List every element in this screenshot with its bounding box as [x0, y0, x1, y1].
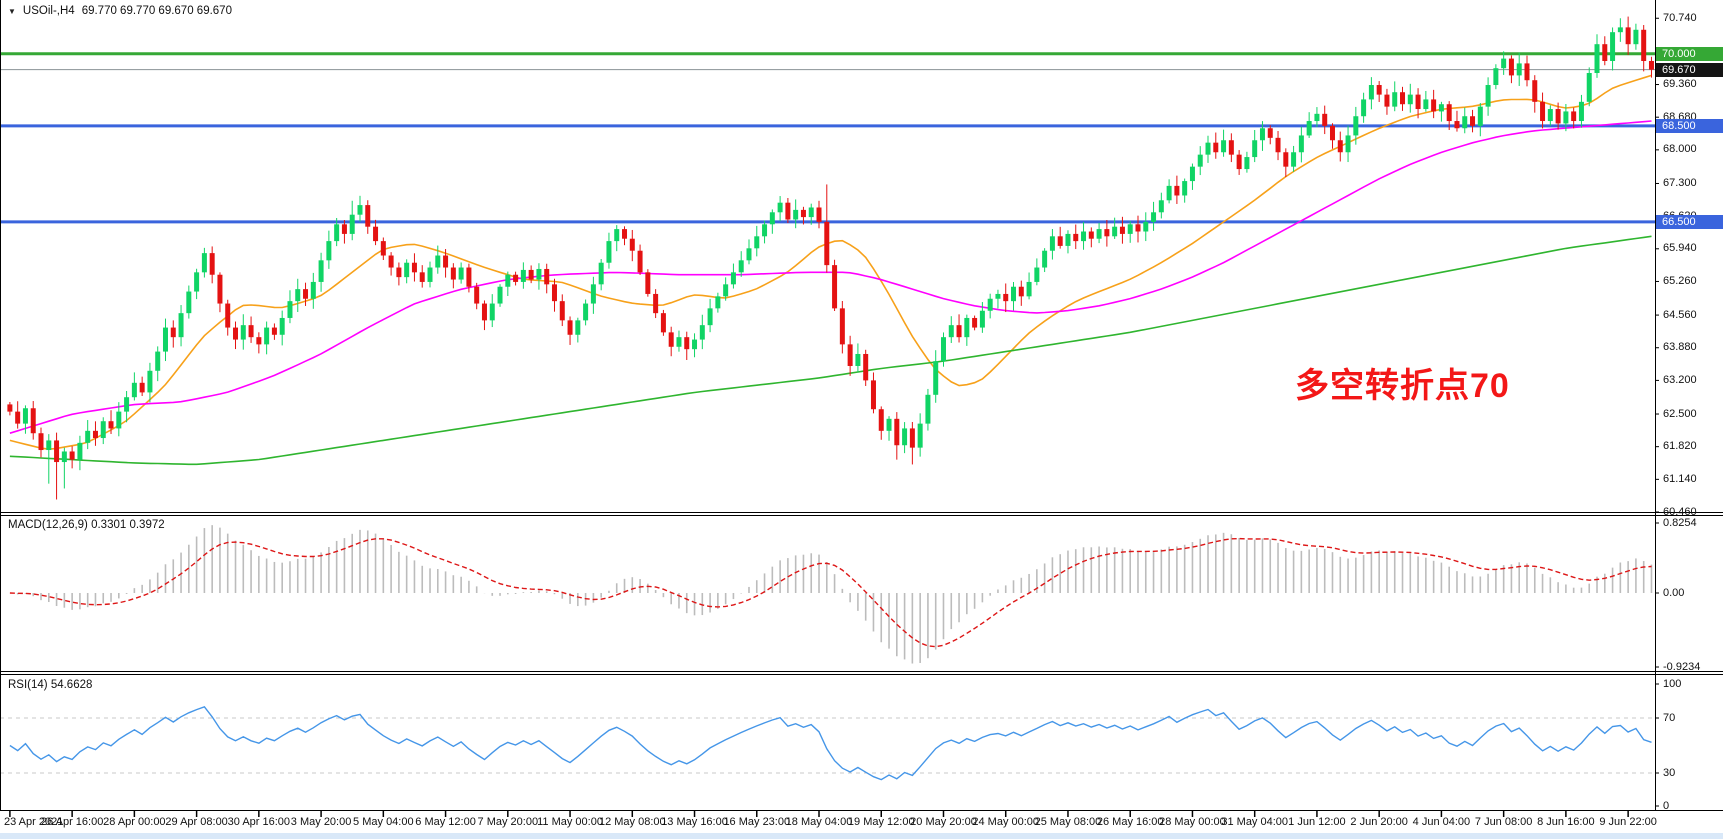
macd-axis-label: -0.9234 [1663, 660, 1701, 673]
time-axis-label: 18 May 04:00 [785, 816, 853, 828]
time-axis-label: 28 Apr 00:00 [103, 816, 166, 828]
rsi-axis-label: 100 [1663, 677, 1682, 690]
time-axis-label: 28 May 00:00 [1159, 816, 1226, 828]
price-axis-label: 65.940 [1663, 242, 1697, 255]
price-axis-label: 63.880 [1663, 341, 1697, 354]
macd-axis-label: 0.8254 [1663, 516, 1697, 529]
time-axis-label: 26 Apr 16:00 [40, 816, 104, 828]
horizontal-scrollbar[interactable] [0, 833, 1723, 839]
time-axis-label: 8 Jun 16:00 [1537, 816, 1595, 828]
time-axis-label: 24 May 00:00 [972, 816, 1040, 828]
time-axis-label: 25 May 08:00 [1034, 816, 1102, 828]
price-axis-label: 64.560 [1663, 308, 1697, 321]
price-axis-label: 65.260 [1663, 274, 1697, 287]
rsi-indicator-label: RSI(14) 54.6628 [8, 679, 93, 691]
price-axis-label: 67.300 [1663, 176, 1697, 189]
ohlc-values: 69.770 69.770 69.670 69.670 [81, 5, 232, 17]
time-axis-label: 20 May 20:00 [910, 816, 977, 828]
price-axis-label: 68.000 [1663, 143, 1697, 156]
price-axis-label: 62.500 [1663, 407, 1697, 420]
time-axis-label: 30 Apr 16:00 [227, 816, 291, 828]
time-axis-label: 31 May 04:00 [1221, 816, 1289, 828]
chevron-down-icon[interactable]: ▼ [8, 6, 16, 16]
time-axis-label: 26 May 16:00 [1096, 816, 1164, 828]
price-marker-label: 70.000 [1656, 46, 1723, 61]
symbol-ohlc-header: ▼ USOil-,H4 69.770 69.770 69.670 69.670 [8, 5, 232, 17]
time-axis-label: 7 May 20:00 [477, 816, 539, 828]
price-axis[interactable]: 70.74069.36068.68068.00067.30066.62065.9… [1656, 0, 1723, 812]
price-axis-label: 60.460 [1663, 505, 1697, 518]
time-axis-label: 3 May 20:00 [290, 816, 352, 828]
rsi-axis-label: 70 [1663, 711, 1676, 724]
price-marker-label: 66.500 [1656, 214, 1723, 229]
macd-axis-label: 0.00 [1663, 586, 1685, 599]
price-axis-label: 61.140 [1663, 472, 1697, 485]
time-axis-label: 16 May 23:00 [723, 816, 791, 828]
time-axis-label: 4 Jun 04:00 [1412, 816, 1471, 828]
annotation-text: 多空转折点70 [1295, 367, 1510, 405]
time-axis-label: 6 May 12:00 [415, 816, 476, 828]
price-marker-label: 68.500 [1656, 118, 1723, 133]
price-axis-label: 70.740 [1663, 11, 1697, 24]
price-axis-label: 63.200 [1663, 373, 1697, 386]
time-axis-label: 29 Apr 08:00 [165, 816, 228, 828]
time-axis-label: 9 Jun 22:00 [1599, 816, 1657, 828]
rsi-axis-label: 0 [1663, 799, 1670, 812]
price-axis-label: 61.820 [1663, 440, 1697, 453]
symbol-name: USOil-,H4 [22, 5, 75, 17]
price-axis-label: 69.360 [1663, 78, 1697, 91]
time-axis-label: 5 May 04:00 [353, 816, 414, 828]
time-axis-label: 1 Jun 12:00 [1288, 816, 1346, 828]
time-axis-label: 11 May 00:00 [537, 816, 603, 828]
time-axis-label: 2 Jun 20:00 [1350, 816, 1408, 828]
time-axis-label: 13 May 16:00 [661, 816, 728, 828]
time-axis-label: 19 May 12:00 [847, 816, 915, 828]
time-axis-label: 12 May 08:00 [598, 816, 666, 828]
macd-indicator-label: MACD(12,26,9) 0.3301 0.3972 [8, 519, 165, 531]
time-axis-label: 7 Jun 08:00 [1474, 816, 1533, 828]
price-marker-label: 69.670 [1656, 62, 1723, 77]
time-axis-label: 23 Apr 2021 [4, 816, 64, 828]
rsi-axis-label: 30 [1663, 766, 1676, 779]
time-axis[interactable]: 23 Apr 2021 26 Apr 16:00 28 Apr 00:00 29 Ap… [0, 812, 1723, 832]
